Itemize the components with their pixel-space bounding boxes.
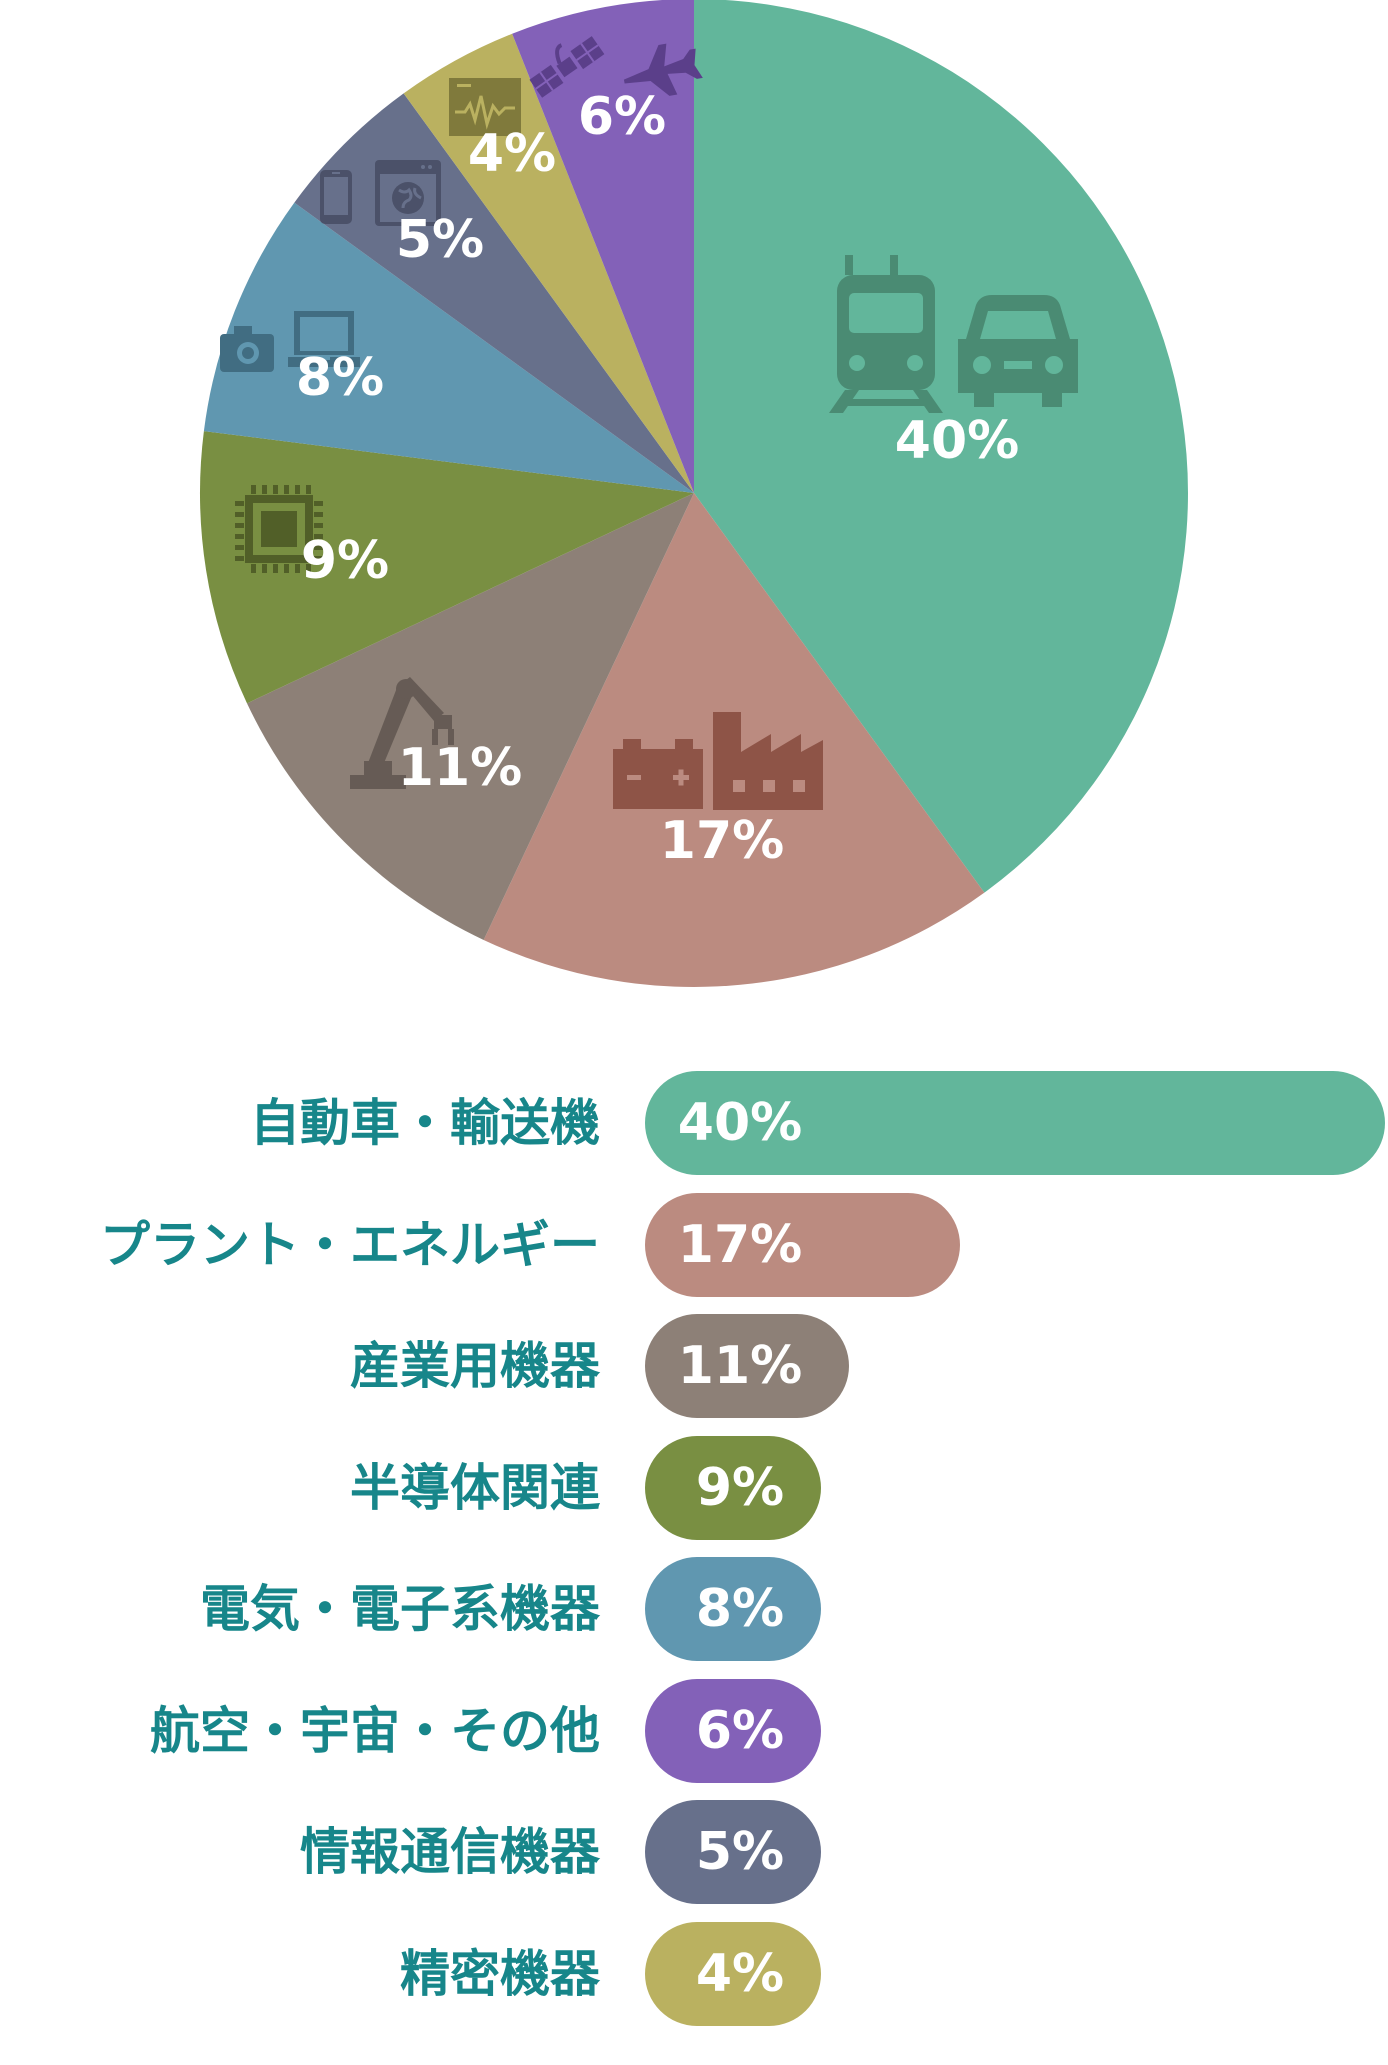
bar-row: 精密機器 4% (0, 1921, 1388, 2026)
bar-row: プラント・エネルギー 17% (0, 1192, 1388, 1297)
bar-value-label: 6% (695, 1700, 785, 1761)
bar: 5% (645, 1800, 821, 1904)
pie-value-label-aero: 6% (578, 87, 666, 147)
pie-chart: 40% 17% 11% 9% 8% 5% 4% 6% (200, 0, 1188, 987)
pie-slice-auto (694, 0, 1188, 893)
bar: 8% (645, 1557, 821, 1661)
bar: 40% (645, 1071, 1385, 1175)
pie-labels: 40% 17% 11% 9% 8% 5% 4% 6% (296, 87, 1019, 871)
bar-row: 情報通信機器 5% (0, 1800, 1388, 1904)
bar: 17% (645, 1192, 960, 1297)
laptop-icon (288, 311, 360, 367)
bar-category-label: 情報通信機器 (300, 1823, 600, 1881)
pie-value-label-auto: 40% (895, 411, 1019, 471)
pie-slice-precision (403, 33, 694, 493)
airplane-icon (623, 43, 703, 96)
bar-category-label: 精密機器 (400, 1944, 600, 2003)
chip-icon (235, 485, 323, 573)
pie-value-label-elec: 8% (296, 348, 384, 408)
bar-category-label: プラント・エネルギー (100, 1215, 600, 1274)
bar-category-label: 電気・電子系機器 (200, 1580, 600, 1638)
pie-value-label-precision: 4% (468, 124, 556, 184)
pie-value-label-info: 5% (396, 210, 484, 270)
bar-value-label: 11% (677, 1336, 803, 1396)
satellite-icon (529, 36, 605, 98)
bar-category-label: 航空・宇宙・その他 (150, 1701, 600, 1760)
pie-slice-semi (200, 431, 694, 704)
pie-value-label-plant: 17% (660, 811, 784, 871)
pie-value-label-industrial: 11% (398, 738, 522, 798)
pie-slice-elec (203, 202, 695, 493)
bar-value-label: 8% (695, 1579, 785, 1639)
bar-row: 産業用機器 11% (0, 1314, 1388, 1418)
bar-value-label: 5% (695, 1822, 785, 1882)
robot-arm-icon (350, 677, 454, 789)
pie-value-label-semi: 9% (301, 531, 389, 591)
pie-slice-industrial (247, 493, 694, 940)
phone-icon (320, 170, 352, 224)
bar-row: 航空・宇宙・その他 6% (0, 1678, 1388, 1783)
factory-icon (713, 712, 823, 810)
bar-category-label: 半導体関連 (350, 1458, 600, 1517)
camera-icon (220, 326, 274, 372)
bar-category-label: 自動車・輸送機 (250, 1094, 600, 1152)
bar: 4% (645, 1921, 821, 2026)
bar: 9% (645, 1435, 821, 1540)
car-icon (958, 295, 1078, 407)
bar-value-label: 17% (677, 1214, 803, 1275)
battery-icon (613, 739, 703, 809)
bar: 6% (645, 1678, 821, 1783)
bar-value-label: 4% (695, 1943, 785, 2004)
bar: 11% (645, 1314, 849, 1418)
pie-icons (220, 36, 1078, 810)
bar-category-label: 産業用機器 (350, 1337, 600, 1395)
bar-row: 電気・電子系機器 8% (0, 1557, 1388, 1661)
bar-row: 半導体関連 9% (0, 1435, 1388, 1540)
pie-slices (200, 0, 1188, 987)
bar-value-label: 9% (695, 1457, 785, 1518)
bar-row: 自動車・輸送機 40% (0, 1071, 1388, 1175)
monitor-waveform-icon (449, 78, 521, 136)
train-icon (829, 255, 943, 413)
pie-slice-aero (512, 0, 694, 493)
browser-globe-icon (375, 160, 441, 226)
bar-value-label: 40% (677, 1093, 803, 1153)
